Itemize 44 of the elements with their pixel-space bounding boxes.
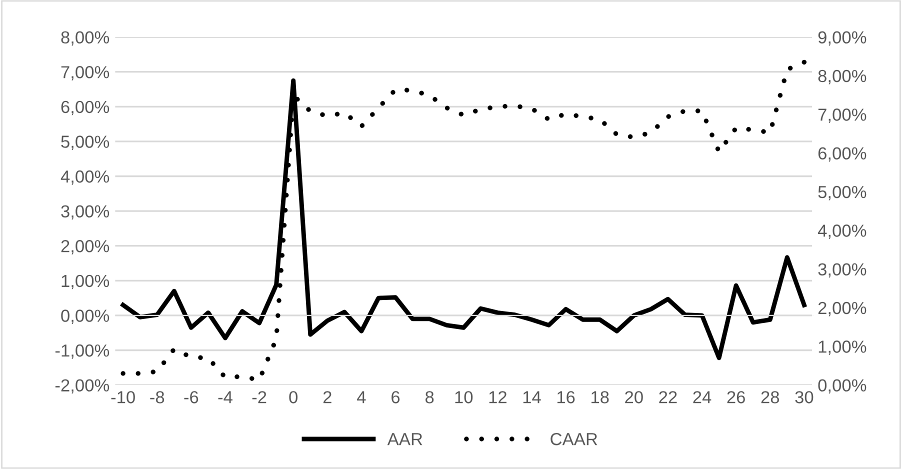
x-tick-label: 16 (557, 391, 575, 404)
legend-label: AAR (387, 433, 422, 446)
x-tick-label: 26 (727, 391, 745, 404)
y-tick-label: -1,00% (55, 344, 110, 359)
y-tick-label: 4,00% (60, 170, 110, 185)
x-tick-label: -10 (111, 391, 135, 404)
y-tick-label: 3,00% (61, 205, 110, 220)
y-tick-label: 0,00% (61, 310, 110, 324)
x-tick-label: -6 (184, 391, 198, 404)
legend-label: CAAR (550, 432, 598, 446)
y2-tick-label: 2,00% (818, 302, 866, 316)
x-tick-label: 30 (795, 391, 814, 404)
x-tick-label: 14 (523, 391, 541, 404)
y2-tick-label: 0,00% (818, 379, 866, 394)
y2-tick-label: 4,00% (818, 224, 866, 239)
x-tick-label: -4 (218, 391, 232, 404)
x-tick-label: -2 (252, 391, 266, 404)
x-tick-label: 10 (455, 391, 473, 404)
x-tick-label: 0 (289, 391, 298, 404)
x-tick-label: 4 (357, 391, 366, 404)
x-tick-label: 20 (625, 391, 643, 404)
x-tick-label: 22 (659, 391, 677, 404)
y-tick-label: 1,00% (62, 274, 110, 290)
y-tick-label: 2,00% (61, 240, 110, 254)
x-tick-label: 24 (693, 391, 712, 404)
x-tick-label: 18 (592, 391, 609, 404)
y2-tick-label: 3,00% (818, 263, 866, 278)
y-tick-label: -2,00% (55, 379, 110, 394)
x-tick-label: 2 (323, 391, 332, 404)
x-tick-label: 8 (426, 391, 434, 404)
x-tick-label: 12 (489, 391, 506, 404)
y-tick-label: 7,00% (61, 66, 110, 80)
y-tick-label: 6,00% (61, 100, 110, 116)
y-tick-label: 5,00% (61, 136, 110, 150)
y-tick-label: 8,00% (61, 31, 110, 46)
x-tick-label: 28 (761, 391, 780, 404)
y2-tick-label: 9,00% (818, 31, 866, 46)
y2-tick-label: 5,00% (818, 186, 866, 200)
x-tick-label: -8 (150, 391, 164, 404)
y2-tick-label: 7,00% (818, 108, 866, 123)
x-tick-label: 6 (392, 391, 400, 404)
y2-tick-label: 1,00% (818, 340, 866, 355)
y2-tick-label: 8,00% (818, 70, 866, 84)
y2-tick-label: 6,00% (818, 147, 866, 162)
